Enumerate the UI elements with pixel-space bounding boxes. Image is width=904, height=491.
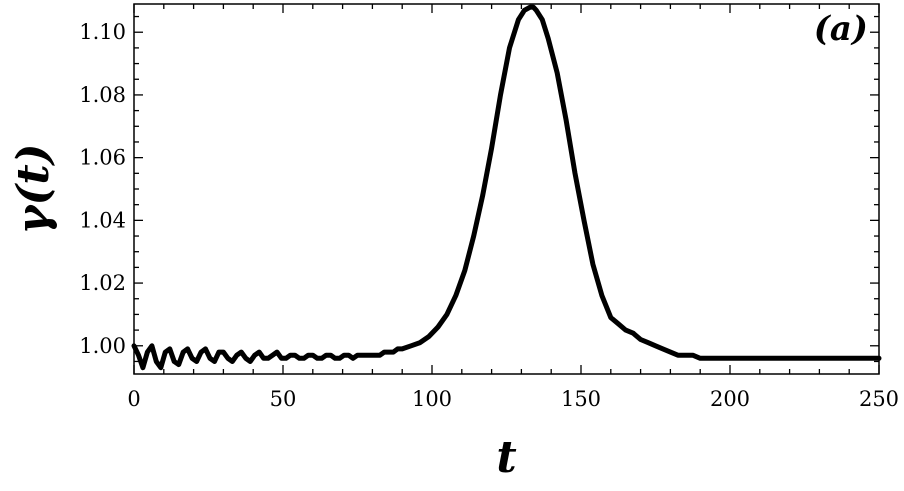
x-tick-label: 200 <box>710 387 750 411</box>
y-tick-label: 1.10 <box>79 20 126 44</box>
x-tick-label: 0 <box>127 387 140 411</box>
y-tick-label: 1.00 <box>79 334 126 358</box>
y-tick-label: 1.04 <box>79 208 126 232</box>
panel-label: (a) <box>814 9 868 49</box>
x-tick-label: 50 <box>270 387 297 411</box>
y-axis-title: γ(t) <box>8 143 59 234</box>
plot-frame <box>133 3 880 375</box>
x-axis-title: t <box>496 432 516 483</box>
y-tick-label: 1.08 <box>79 83 126 107</box>
y-tick-label: 1.02 <box>79 271 126 295</box>
y-tick-label: 1.06 <box>79 146 126 170</box>
x-tick-label: 250 <box>859 387 899 411</box>
x-tick-label: 100 <box>412 387 452 411</box>
x-tick-labels: 0 50 100 150 200 250 <box>127 387 899 411</box>
series-line <box>131 4 882 371</box>
x-tick-label: 150 <box>561 387 601 411</box>
y-tick-labels: 1.00 1.02 1.04 1.06 1.08 1.10 <box>79 20 126 358</box>
